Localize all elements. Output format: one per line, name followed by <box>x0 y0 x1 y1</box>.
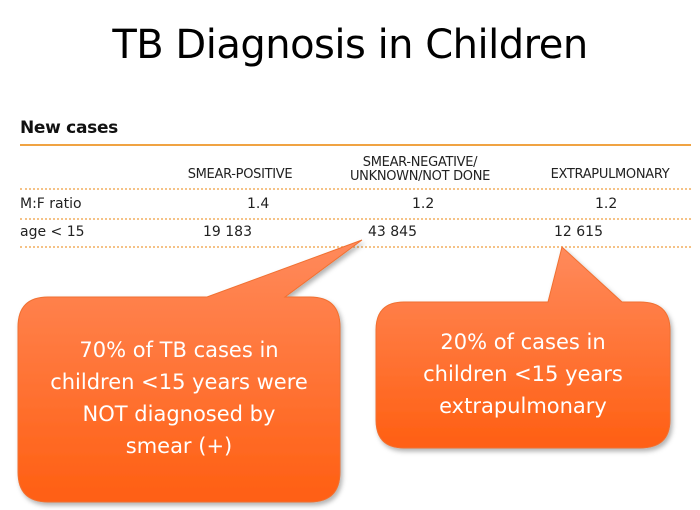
cell-age-smear-negative: 43 845 <box>368 224 417 240</box>
row-divider <box>20 246 691 248</box>
column-header-smear-negative: SMEAR-NEGATIVE/ UNKNOWN/NOT DONE <box>320 156 520 184</box>
callout-line: extrapulmonary <box>439 394 607 418</box>
cell-age-smear-positive: 19 183 <box>203 224 252 240</box>
callout-line: NOT diagnosed by <box>82 402 276 426</box>
callout-left-text: 70% of TB cases in children <15 years we… <box>18 334 340 462</box>
slide-title: TB Diagnosis in Children <box>112 22 588 68</box>
column-header-line: SMEAR-NEGATIVE/ <box>362 155 478 170</box>
row-divider <box>20 218 691 220</box>
column-header-line: UNKNOWN/NOT DONE <box>349 169 491 184</box>
cell-mf-extrapulmonary: 1.2 <box>595 196 618 212</box>
row-label-mf-ratio: M:F ratio <box>20 196 82 212</box>
callout-line: smear (+) <box>125 434 233 458</box>
column-header-extrapulmonary: EXTRAPULMONARY <box>550 167 670 182</box>
row-label-age-under-15: age < 15 <box>20 224 85 240</box>
callout-right-shape <box>375 246 671 449</box>
callout-line: 20% of cases in <box>440 330 606 354</box>
callout-line: children <15 years <box>423 362 623 386</box>
section-rule <box>20 144 691 146</box>
section-title: New cases <box>20 118 118 138</box>
row-divider <box>20 188 691 190</box>
cell-age-extrapulmonary: 12 615 <box>554 224 603 240</box>
callout-line: 70% of TB cases in <box>79 338 279 362</box>
cell-mf-smear-positive: 1.4 <box>247 196 270 212</box>
callout-left-shape <box>17 239 363 503</box>
callout-line: children <15 years were <box>50 370 308 394</box>
callout-right-text: 20% of cases in children <15 years extra… <box>376 326 670 422</box>
column-header-smear-positive: SMEAR-POSITIVE <box>187 167 293 182</box>
cell-mf-smear-negative: 1.2 <box>412 196 435 212</box>
